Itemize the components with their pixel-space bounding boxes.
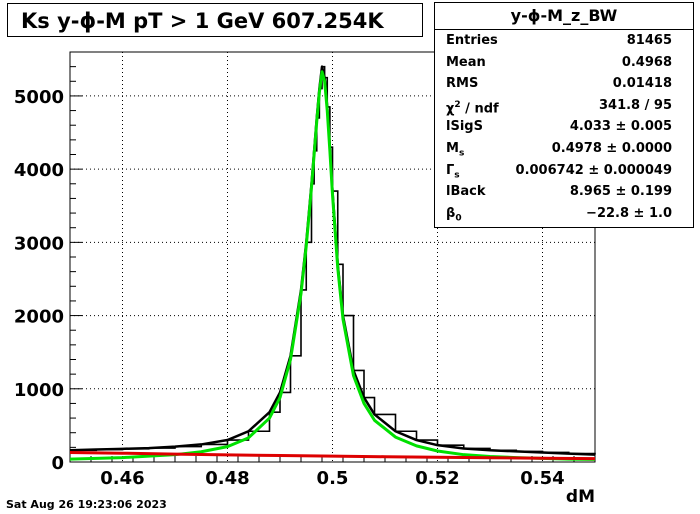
- x-axis-title: dM: [566, 487, 595, 507]
- stats-row: RMS 0.01418: [435, 73, 693, 95]
- stats-value: 0.4978 ± 0.0000: [551, 140, 672, 156]
- stats-key: lSigS: [446, 119, 483, 135]
- stats-value: 0.01418: [612, 76, 672, 92]
- stats-value: 8.965 ± 0.199: [569, 184, 672, 200]
- stats-key: Mean: [446, 54, 486, 70]
- y-tick-label: 3000: [14, 233, 64, 254]
- y-tick-label: 1000: [14, 380, 64, 401]
- stats-key: β0: [446, 205, 462, 224]
- stats-row: Γs 0.006742 ± 0.000049: [435, 160, 693, 182]
- stats-value: 0.4968: [621, 54, 672, 70]
- stats-value: 0.006742 ± 0.000049: [515, 162, 672, 178]
- x-tick-label: 0.54: [520, 468, 564, 489]
- stats-key: lBack: [446, 184, 486, 200]
- stats-row: β0 −22.8 ± 1.0: [435, 203, 693, 225]
- stats-value: −22.8 ± 1.0: [586, 205, 672, 221]
- stats-row: lBack 8.965 ± 0.199: [435, 181, 693, 203]
- signal-fit-curve: [69, 70, 596, 461]
- stats-histogram-name: y-ϕ-M_z_BW: [435, 3, 693, 30]
- x-tick-label: 0.48: [205, 468, 249, 489]
- stats-value: 341.8 / 95: [598, 97, 672, 113]
- stats-box: y-ϕ-M_z_BW Entries 81465 Mean 0.4968 RMS 0.01…: [434, 2, 694, 228]
- y-tick-label: 4000: [14, 160, 64, 181]
- stats-key: Γs: [446, 162, 460, 181]
- x-tick-label: 0.46: [100, 468, 144, 489]
- stats-key: Ms: [446, 140, 465, 159]
- y-tick-label: 0: [51, 453, 64, 474]
- background-fit-curve: [69, 450, 596, 461]
- y-tick-label: 5000: [14, 87, 64, 108]
- y-tick-label: 2000: [14, 307, 64, 328]
- stats-key: Entries: [446, 33, 498, 48]
- stats-row: Ms 0.4978 ± 0.0000: [435, 138, 693, 160]
- stats-row: Mean 0.4968: [435, 52, 693, 74]
- stats-value: 81465: [626, 33, 672, 48]
- stats-row: Entries 81465: [435, 30, 693, 52]
- datestamp: Sat Aug 26 19:23:06 2023: [6, 498, 167, 511]
- stats-value: 4.033 ± 0.005: [569, 119, 672, 135]
- stats-row: lSigS 4.033 ± 0.005: [435, 116, 693, 138]
- stats-row: χ2 / ndf 341.8 / 95: [435, 95, 693, 117]
- chart-title: Ks y-ϕ-M pT > 1 GeV 607.254K: [7, 3, 423, 37]
- x-tick-label: 0.52: [415, 468, 459, 489]
- stats-key: RMS: [446, 76, 479, 92]
- x-tick-label: 0.5: [317, 468, 349, 489]
- stats-key: χ2 / ndf: [446, 99, 499, 117]
